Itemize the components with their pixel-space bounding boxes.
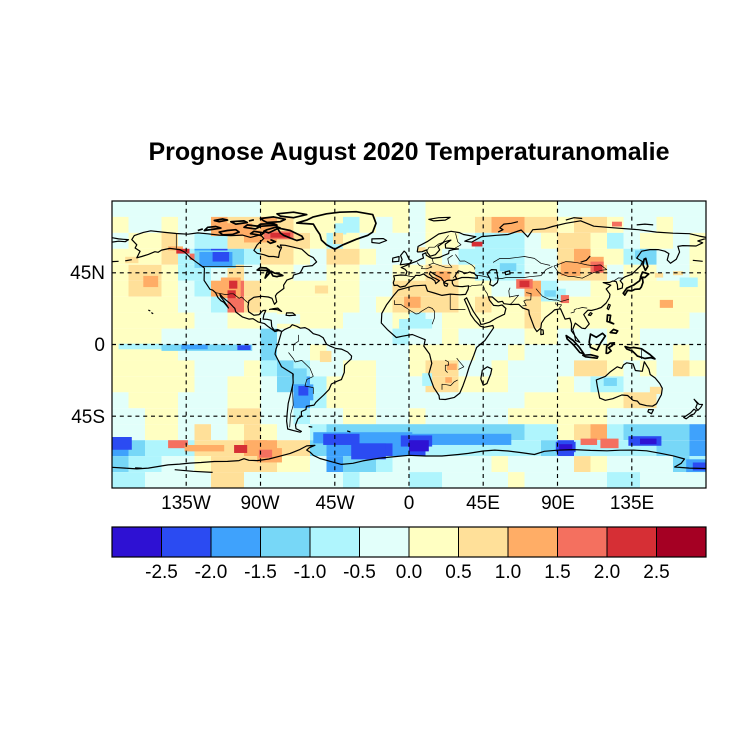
svg-text:Prognose August 2020 Temperatu: Prognose August 2020 Temperaturanomalie: [149, 138, 670, 166]
svg-text:45N: 45N: [70, 263, 105, 284]
svg-text:45S: 45S: [71, 407, 105, 428]
svg-text:0: 0: [404, 493, 415, 514]
svg-text:135W: 135W: [161, 493, 211, 514]
svg-text:0.5: 0.5: [445, 562, 471, 583]
svg-text:-2.5: -2.5: [145, 562, 178, 583]
svg-text:-2.0: -2.0: [195, 562, 228, 583]
svg-text:2.5: 2.5: [643, 562, 669, 583]
svg-text:135E: 135E: [610, 493, 654, 514]
svg-text:90W: 90W: [240, 493, 279, 514]
svg-text:0.0: 0.0: [396, 562, 422, 583]
svg-text:-0.5: -0.5: [343, 562, 376, 583]
svg-text:45W: 45W: [315, 493, 354, 514]
svg-text:1.0: 1.0: [495, 562, 521, 583]
svg-text:2.0: 2.0: [594, 562, 620, 583]
svg-text:-1.0: -1.0: [294, 562, 327, 583]
svg-text:45E: 45E: [466, 493, 500, 514]
svg-text:90E: 90E: [541, 493, 575, 514]
svg-text:1.5: 1.5: [544, 562, 570, 583]
svg-text:-1.5: -1.5: [244, 562, 277, 583]
svg-text:0: 0: [94, 335, 105, 356]
